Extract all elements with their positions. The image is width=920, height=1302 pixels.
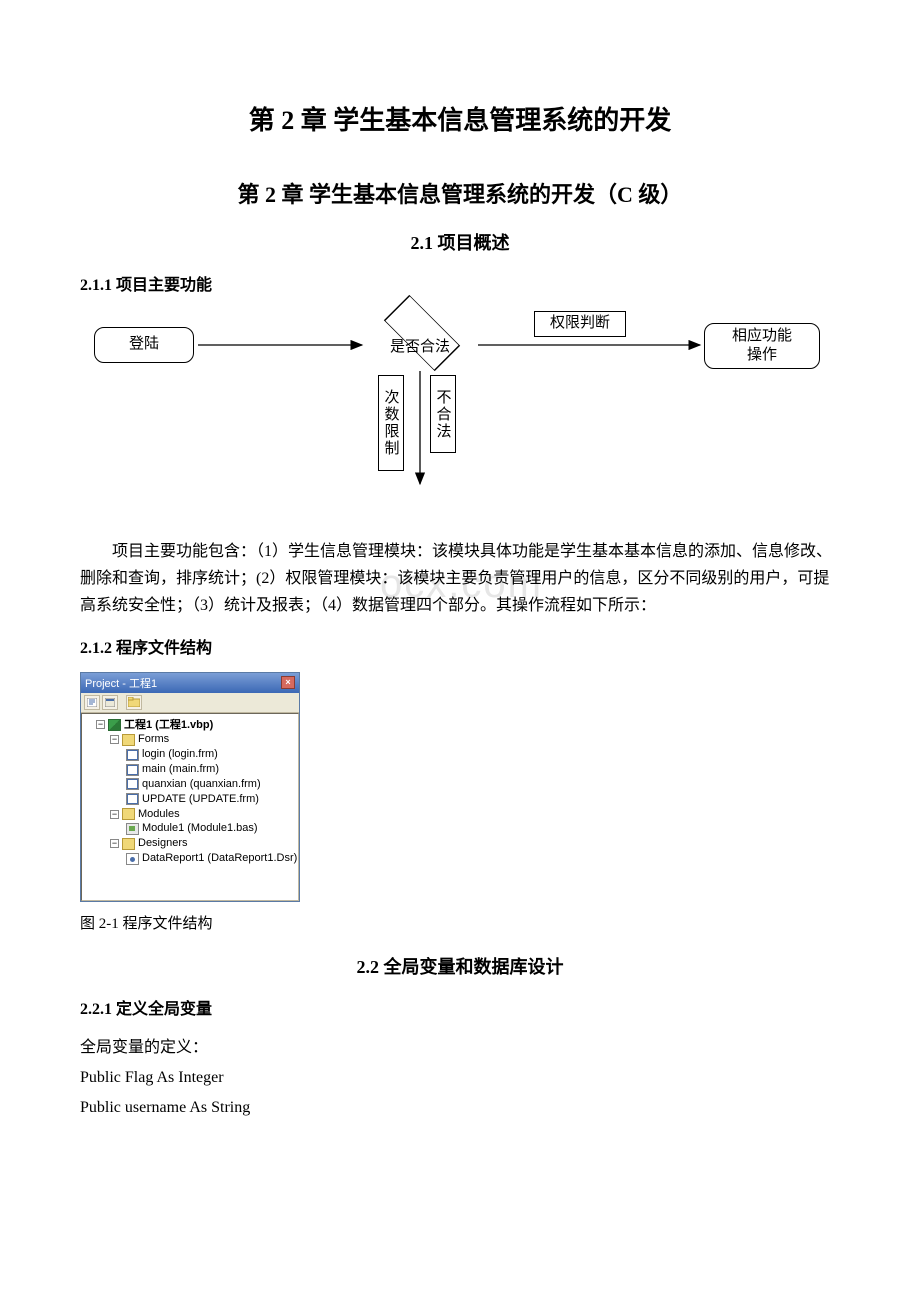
tree-form-item[interactable]: quanxian (quanxian.frm) bbox=[84, 777, 296, 792]
figure-caption-2-1: 图 2-1 程序文件结构 bbox=[80, 912, 840, 933]
tree-designers-folder[interactable]: − Designers bbox=[84, 836, 296, 851]
collapse-icon[interactable]: − bbox=[110, 735, 119, 744]
tree-form-item[interactable]: main (main.frm) bbox=[84, 762, 296, 777]
tree-form-item[interactable]: login (login.frm) bbox=[84, 747, 296, 762]
flow-retry-box: 次数限制 bbox=[378, 375, 404, 471]
flow-illegal-box: 不合法 bbox=[430, 375, 456, 453]
tree-item-label: quanxian (quanxian.frm) bbox=[142, 777, 261, 792]
tree-module-item[interactable]: Module1 (Module1.bas) bbox=[84, 821, 296, 836]
tree-folder-label: Modules bbox=[138, 807, 180, 822]
folder-icon bbox=[122, 838, 135, 850]
form-icon bbox=[126, 764, 139, 776]
tree-root-label: 工程1 (工程1.vbp) bbox=[124, 718, 213, 733]
tree-folder-label: Forms bbox=[138, 732, 169, 747]
vb-title-text: Project - 工程1 bbox=[85, 675, 157, 691]
flow-retry-label: 次数限制 bbox=[381, 389, 402, 457]
flow-ops-box: 相应功能 操作 bbox=[704, 323, 820, 369]
paragraph-main: 项目主要功能包含：（1）学生信息管理模块：该模块具体功能是学生基本基本信息的添加… bbox=[80, 538, 840, 620]
page: 第 2 章 学生基本信息管理系统的开发 第 2 章 学生基本信息管理系统的开发（… bbox=[80, 100, 840, 1117]
tree-form-item[interactable]: UPDATE (UPDATE.frm) bbox=[84, 792, 296, 807]
flow-perm-box: 权限判断 bbox=[534, 311, 626, 337]
vb-tree: − 工程1 (工程1.vbp) − Forms login (login.frm… bbox=[81, 713, 299, 901]
tree-item-label: Module1 (Module1.bas) bbox=[142, 821, 258, 836]
tree-item-label: login (login.frm) bbox=[142, 747, 218, 762]
flow-login-label: 登陆 bbox=[129, 335, 159, 355]
tree-item-label: UPDATE (UPDATE.frm) bbox=[142, 792, 259, 807]
flow-ops-l1: 相应功能 bbox=[732, 327, 792, 347]
view-code-icon[interactable] bbox=[84, 695, 100, 710]
vb-toolbar bbox=[81, 693, 299, 713]
flow-decision: 是否合法 bbox=[366, 313, 478, 371]
tree-item-label: DataReport1 (DataReport1.Dsr) bbox=[142, 851, 297, 866]
form-icon bbox=[126, 778, 139, 790]
vb-titlebar: Project - 工程1 × bbox=[81, 673, 299, 693]
toggle-folders-icon[interactable] bbox=[126, 695, 142, 710]
tree-root[interactable]: − 工程1 (工程1.vbp) bbox=[84, 718, 296, 733]
collapse-icon[interactable]: − bbox=[96, 720, 105, 729]
section-2-2: 2.2 全局变量和数据库设计 bbox=[80, 953, 840, 979]
designer-icon bbox=[126, 853, 139, 865]
tree-designer-item[interactable]: DataReport1 (DataReport1.Dsr) bbox=[84, 851, 296, 866]
tree-forms-folder[interactable]: − Forms bbox=[84, 732, 296, 747]
flow-decision-label: 是否合法 bbox=[390, 335, 450, 356]
form-icon bbox=[126, 749, 139, 761]
module-icon bbox=[126, 823, 139, 835]
flow-perm-label: 权限判断 bbox=[550, 314, 610, 334]
close-icon[interactable]: × bbox=[281, 676, 295, 689]
code-line-2: Public username As String bbox=[80, 1099, 840, 1117]
flow-illegal-label: 不合法 bbox=[433, 389, 454, 440]
tree-modules-folder[interactable]: − Modules bbox=[84, 807, 296, 822]
sub-title: 第 2 章 学生基本信息管理系统的开发（C 级） bbox=[80, 177, 840, 209]
section-2-1: 2.1 项目概述 bbox=[80, 229, 840, 255]
section-2-1-2: 2.1.2 程序文件结构 bbox=[80, 634, 840, 658]
view-object-icon[interactable] bbox=[102, 695, 118, 710]
main-title: 第 2 章 学生基本信息管理系统的开发 bbox=[80, 100, 840, 137]
form-icon bbox=[126, 793, 139, 805]
flowchart: 登陆 是否合法 权限判断 相应功能 操作 次数限制 不合法 bbox=[80, 309, 840, 514]
project-icon bbox=[108, 719, 121, 731]
collapse-icon[interactable]: − bbox=[110, 839, 119, 848]
flow-login-box: 登陆 bbox=[94, 327, 194, 363]
code-line-1: Public Flag As Integer bbox=[80, 1069, 840, 1087]
tree-folder-label: Designers bbox=[138, 836, 188, 851]
folder-icon bbox=[122, 734, 135, 746]
folder-icon bbox=[122, 808, 135, 820]
vb-project-panel: Project - 工程1 × − 工程1 (工程1.vbp) − Forms … bbox=[80, 672, 300, 902]
section-2-2-1: 2.2.1 定义全局变量 bbox=[80, 995, 840, 1019]
collapse-icon[interactable]: − bbox=[110, 810, 119, 819]
tree-item-label: main (main.frm) bbox=[142, 762, 219, 777]
text-global-def: 全局变量的定义： bbox=[80, 1033, 840, 1057]
section-2-1-1: 2.1.1 项目主要功能 bbox=[80, 271, 840, 295]
flow-ops-l2: 操作 bbox=[747, 346, 777, 366]
